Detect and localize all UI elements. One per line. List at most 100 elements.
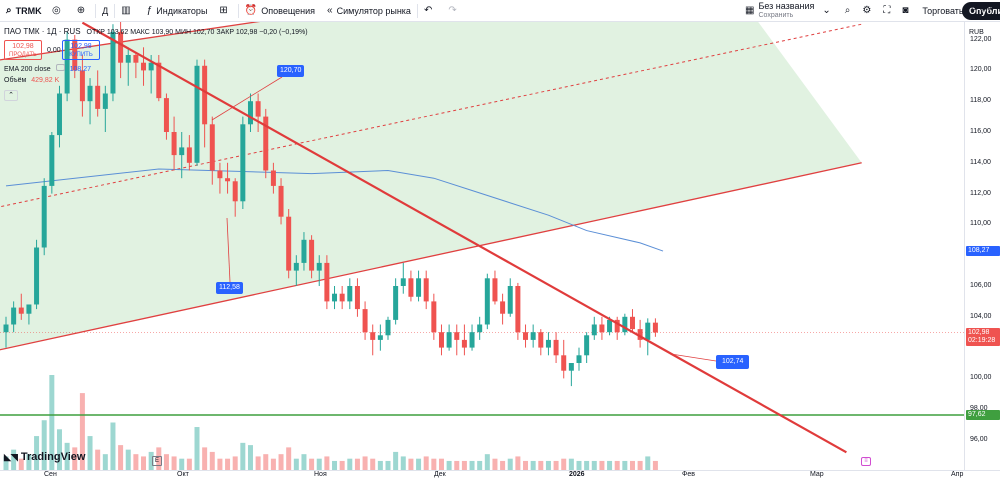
candle-body xyxy=(301,239,307,263)
volume-bar xyxy=(607,460,613,470)
volume-bar xyxy=(11,449,17,470)
tradingview-logo-text: TradingView xyxy=(20,451,86,463)
volume-bar xyxy=(202,447,208,470)
compare-icon: ◎ xyxy=(52,4,61,16)
candle-body xyxy=(87,85,93,102)
price-tick-label: 120,00 xyxy=(970,66,992,74)
candle-body xyxy=(270,170,276,186)
collapse-legend-button[interactable]: ⌃ xyxy=(4,90,18,101)
symbol-label: TRMK xyxy=(15,5,42,16)
volume-bar xyxy=(400,456,406,470)
ema-price-tag: 108,27 xyxy=(966,246,1000,257)
candle-body xyxy=(163,98,169,132)
candle-body xyxy=(202,65,208,125)
volume-bar xyxy=(125,449,131,470)
price-tick-label: 110,00 xyxy=(970,220,991,228)
redo-button[interactable]: ↷ xyxy=(442,0,466,22)
templates-button[interactable]: ⊞ xyxy=(213,0,237,22)
volume-bar xyxy=(469,460,475,470)
settings-icon[interactable]: ⚙ xyxy=(862,5,872,16)
volume-bar xyxy=(41,420,47,470)
price-tick-label: 118,00 xyxy=(970,97,991,105)
price-axis[interactable]: RUB 126,00124,00122,00120,00118,00116,00… xyxy=(964,5,1000,470)
add-symbol-button[interactable]: ⊕ xyxy=(71,0,95,22)
volume-bar xyxy=(622,460,628,470)
price-callout[interactable]: 120,70 xyxy=(277,65,305,77)
toolbar-divider xyxy=(95,3,97,18)
chevron-up-icon: ⌃ xyxy=(8,92,14,99)
volume-bar xyxy=(324,456,330,470)
alerts-button[interactable]: ⏰ Оповещения xyxy=(239,0,321,22)
sell-button[interactable]: 102,98 ПРОДАТЬ xyxy=(4,40,42,60)
camera-icon[interactable]: ◙ xyxy=(902,5,909,16)
compare-button[interactable]: ◎ xyxy=(46,0,71,22)
price-callout[interactable]: 102,74 xyxy=(716,355,750,369)
candle-body xyxy=(64,39,70,94)
volume-bar xyxy=(163,454,169,470)
volume-bar xyxy=(179,458,185,470)
price-tick-label: 106,00 xyxy=(970,282,992,289)
interval-button[interactable]: Д xyxy=(96,0,114,22)
volume-bar xyxy=(332,460,338,470)
volume-bar xyxy=(133,454,139,470)
price-callout[interactable]: 112,58 xyxy=(216,282,243,294)
volume-bar xyxy=(18,458,24,470)
candle-body xyxy=(56,93,62,136)
candle-body xyxy=(423,278,429,302)
replay-button[interactable]: « Симулятор рынка xyxy=(321,0,417,22)
chart-pane[interactable]: ПАО ТМК · 1Д · RUS ОТКР 103,62 МАКС 103,… xyxy=(0,22,964,470)
candle-body xyxy=(26,304,32,314)
undo-button[interactable]: ↶ xyxy=(418,0,442,22)
chart-canvas[interactable] xyxy=(0,22,964,470)
volume-bar xyxy=(72,447,78,470)
goto-realtime-icon[interactable]: ≡ xyxy=(861,457,871,466)
volume-bar xyxy=(461,460,467,470)
fullscreen-icon[interactable]: ⛶ xyxy=(883,5,891,16)
volume-toggle-icon[interactable]: E xyxy=(152,456,162,466)
candle-body xyxy=(438,332,444,348)
last-price-tag: 102,98 02:19:28 xyxy=(966,327,1000,346)
volume-bar xyxy=(545,460,551,470)
volume-bar xyxy=(614,460,620,470)
volume-bar xyxy=(270,458,276,470)
volume-bar xyxy=(477,460,483,470)
volume-bar xyxy=(538,460,544,470)
candle-body xyxy=(72,39,78,71)
search-icon[interactable]: ⌕ xyxy=(844,5,851,16)
toolbar-divider xyxy=(416,3,418,18)
volume-bar xyxy=(568,458,574,470)
channel-fill xyxy=(0,22,862,350)
grid-icon: ⊞ xyxy=(219,4,228,16)
time-tick-label: 2026 xyxy=(569,471,585,478)
volume-bar xyxy=(156,447,162,470)
volume-bar xyxy=(171,456,177,470)
candle-body xyxy=(599,324,605,333)
volume-legend-label: Объём xyxy=(4,77,27,84)
publish-button[interactable]: Опублик xyxy=(962,2,1000,20)
candle-body xyxy=(377,335,383,340)
symbol-search-button[interactable]: ⌕ TRMK xyxy=(0,0,46,22)
layout-save-button[interactable]: ▦ Без названия Сохранить ⌄ ⌕ ⚙ ⛶ ◙ Торго… xyxy=(745,1,964,21)
candle-body xyxy=(125,55,131,63)
candle-body xyxy=(186,147,192,163)
candle-body xyxy=(18,307,24,314)
candle-body xyxy=(385,319,391,336)
volume-bar xyxy=(64,442,70,470)
trade-button[interactable]: Торговать xyxy=(922,6,964,16)
chart-type-button[interactable]: ▥ xyxy=(115,0,140,22)
buy-button[interactable]: 102,98 КУПИТЬ xyxy=(62,40,100,60)
indicators-icon: ƒ xyxy=(146,4,153,16)
time-tick-label: Окт xyxy=(177,471,189,478)
volume-bar xyxy=(316,458,322,470)
candle-body xyxy=(477,324,483,333)
indicators-button[interactable]: ƒ Индикаторы xyxy=(141,0,214,22)
candle-body xyxy=(652,322,658,333)
time-axis[interactable]: Сен Окт Ноя Дек 2026 Фев Мар Апр xyxy=(0,470,1000,480)
volume-bar xyxy=(194,427,200,470)
candle-body xyxy=(370,332,376,340)
candle-body xyxy=(194,65,200,163)
candle-body xyxy=(148,62,154,71)
eye-icon[interactable] xyxy=(55,64,65,71)
ema-legend-value: 108,27 xyxy=(69,66,92,73)
volume-bar xyxy=(507,458,513,470)
